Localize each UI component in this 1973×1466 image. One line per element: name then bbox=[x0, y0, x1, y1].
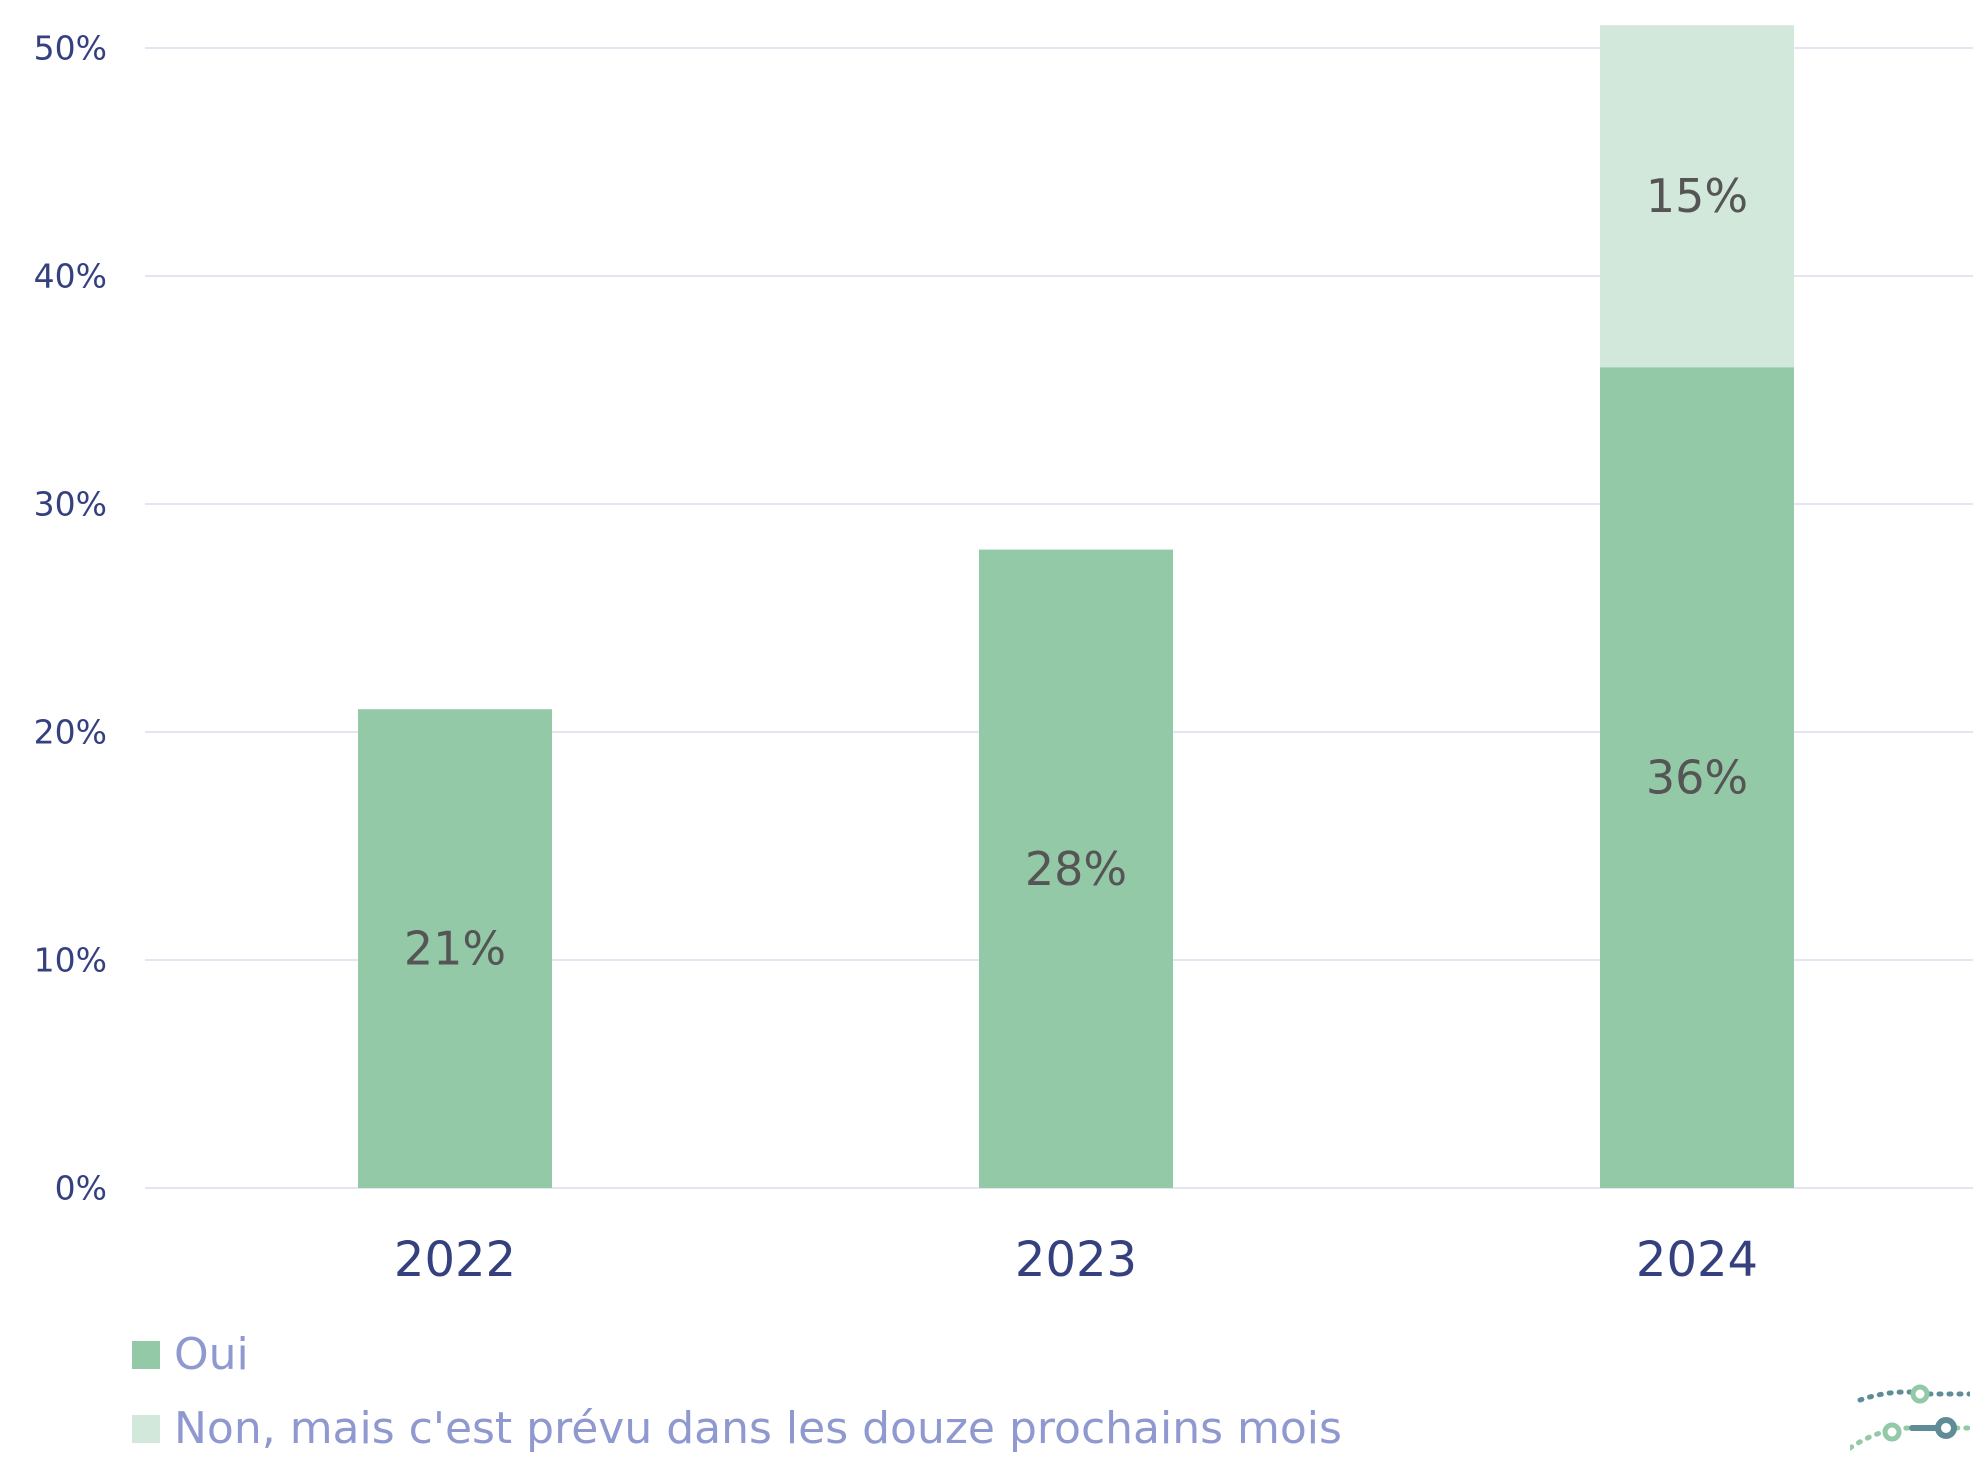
x-tick-label-2024: 2024 bbox=[1636, 1232, 1758, 1288]
data-labels: 21% 28% 36% 15% bbox=[404, 169, 1748, 975]
legend-swatch-oui bbox=[132, 1341, 160, 1369]
y-axis-tick-labels: 0% 10% 20% 30% 40% 50% bbox=[34, 29, 107, 1208]
x-axis-tick-labels: 2022 2023 2024 bbox=[394, 1232, 1758, 1288]
legend-label-oui: Oui bbox=[174, 1329, 249, 1380]
x-tick-label-2022: 2022 bbox=[394, 1232, 516, 1288]
bar-2024-series-1[interactable] bbox=[1600, 25, 1794, 368]
bar-2022-series-0[interactable] bbox=[358, 709, 552, 1188]
legend-item-planned[interactable]: Non, mais c'est prévu dans les douze pro… bbox=[132, 1392, 1342, 1466]
y-tick-label-40: 40% bbox=[34, 257, 107, 296]
data-label-2024-series-1: 15% bbox=[1646, 169, 1748, 223]
legend-item-oui[interactable]: Oui bbox=[132, 1318, 1342, 1392]
y-tick-label-20: 20% bbox=[34, 713, 107, 752]
x-tick-label-2023: 2023 bbox=[1015, 1232, 1137, 1288]
y-tick-label-0: 0% bbox=[55, 1169, 107, 1208]
y-tick-label-30: 30% bbox=[34, 485, 107, 524]
bar-2024-series-0[interactable] bbox=[1600, 367, 1794, 1188]
data-label-2024-series-0: 36% bbox=[1646, 751, 1748, 805]
data-label-2022-series-0: 21% bbox=[404, 922, 506, 976]
legend: Oui Non, mais c'est prévu dans les douze… bbox=[132, 1318, 1342, 1466]
legend-label-planned: Non, mais c'est prévu dans les douze pro… bbox=[174, 1403, 1342, 1454]
legend-swatch-planned bbox=[132, 1415, 160, 1443]
y-tick-label-10: 10% bbox=[34, 941, 107, 980]
bar-2023-series-0[interactable] bbox=[979, 549, 1173, 1188]
bars bbox=[358, 25, 1794, 1188]
network-logo-icon bbox=[1850, 1384, 1970, 1451]
data-label-2023-series-0: 28% bbox=[1025, 842, 1127, 896]
y-tick-label-50: 50% bbox=[34, 29, 107, 68]
